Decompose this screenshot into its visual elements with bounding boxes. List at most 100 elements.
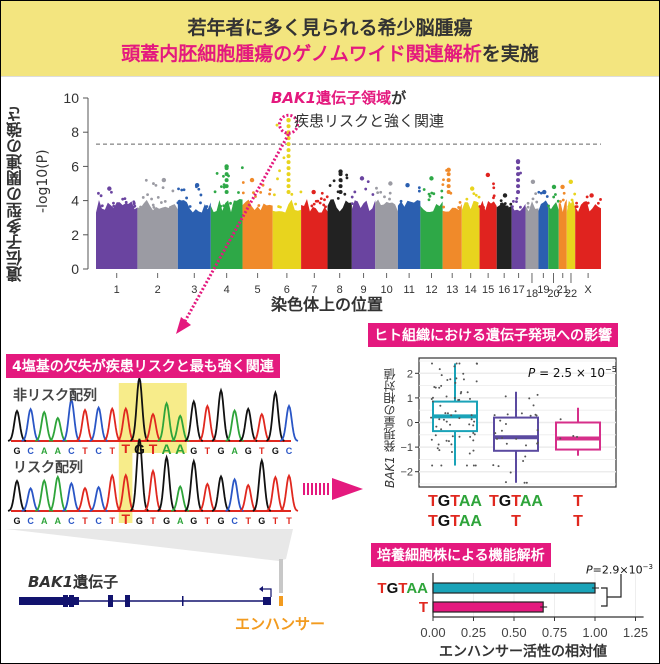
data-point <box>525 481 528 484</box>
data-point <box>434 434 437 437</box>
data-point <box>453 397 456 400</box>
data-point <box>454 410 457 413</box>
chromosome-band-9 <box>351 199 376 269</box>
chromatogram-peak-C <box>225 477 244 512</box>
chromatogram-peak-G <box>252 457 272 512</box>
x-tick-label: 0.75 <box>542 625 567 640</box>
snp-point <box>539 191 543 195</box>
chromatogram-peak-C <box>21 407 40 442</box>
genotype-label: T <box>573 513 583 530</box>
snp-point <box>286 160 291 165</box>
chromosome-label: 7 <box>311 284 317 296</box>
y-tick-label: 6 <box>71 158 79 174</box>
chromosome-band-14 <box>461 200 480 269</box>
snp-point <box>388 191 392 195</box>
data-point <box>450 450 453 453</box>
chromosome-label: 5 <box>255 284 261 296</box>
snp-point <box>177 187 180 191</box>
data-point <box>504 423 507 426</box>
chromosome-label: 19 <box>537 284 549 296</box>
snp-point <box>144 178 148 182</box>
snp-point <box>399 199 403 203</box>
snp-point <box>146 193 149 197</box>
snp-point <box>442 178 445 182</box>
chromatogram-peak-C <box>21 486 40 512</box>
data-point <box>453 365 456 368</box>
data-point <box>454 381 457 384</box>
snp-point <box>272 193 276 197</box>
snp-point <box>264 205 268 209</box>
chromosome-band-13 <box>442 203 462 269</box>
snp-point <box>276 177 279 181</box>
snp-peak-point <box>542 189 547 195</box>
data-point <box>446 379 449 382</box>
snp-point <box>241 191 245 195</box>
data-point <box>440 384 443 387</box>
data-point <box>468 423 471 426</box>
chromosome-label: 10 <box>380 284 392 296</box>
title-line2: 頭蓋内胚細胞腫瘍のゲノムワイド関連解析を実施 <box>1 39 659 66</box>
chromosome-label: 20 <box>547 288 559 300</box>
data-point <box>458 398 461 401</box>
snp-point <box>338 178 343 183</box>
data-point <box>559 418 562 421</box>
data-point <box>522 460 525 463</box>
data-point <box>475 362 478 365</box>
base-letter: G <box>258 516 265 526</box>
snp-point <box>286 178 291 183</box>
snp-point <box>417 186 421 190</box>
snp-point <box>446 184 451 189</box>
snp-point <box>515 200 518 204</box>
chromatogram-peak-G <box>238 406 258 442</box>
base-letter: C <box>95 516 102 526</box>
snp-peak-point <box>359 176 365 181</box>
data-point <box>430 398 433 401</box>
y-tick-label: 2 <box>71 227 79 243</box>
data-point <box>438 449 441 452</box>
chromosome-label: 2 <box>155 284 161 296</box>
snp-point <box>515 197 519 200</box>
snp-point <box>545 195 549 198</box>
snp-point <box>199 193 203 197</box>
data-point <box>458 362 461 365</box>
chromatogram-peak-C <box>62 481 81 512</box>
snp-point <box>556 199 560 203</box>
genotype-base: T <box>398 580 407 597</box>
data-point <box>523 481 526 484</box>
snp-point <box>205 205 209 208</box>
snp-point <box>345 176 349 180</box>
snp-point <box>366 180 370 184</box>
title-rest: を実施 <box>481 43 539 65</box>
genotype-base: A <box>520 493 532 510</box>
snp-point <box>570 198 574 202</box>
genotype-base: T <box>573 513 583 530</box>
data-point <box>433 386 436 389</box>
data-point <box>501 436 504 439</box>
x-tick-label: 0.00 <box>420 625 445 640</box>
chromosome-band-16 <box>496 202 512 269</box>
genotype-base: A <box>406 580 417 597</box>
snp-point <box>561 198 565 202</box>
expression-panel-label: ヒト組織における遺伝子発現への影響 <box>368 323 618 347</box>
snp-point <box>516 178 521 183</box>
chromosome-band-20 <box>548 201 559 269</box>
data-point <box>506 413 509 416</box>
chromatogram-peak-C <box>89 485 108 512</box>
snp-point <box>254 195 257 198</box>
chromatogram-peak-G <box>129 374 149 442</box>
snp-point <box>275 123 279 127</box>
genotype-base: G <box>438 513 450 530</box>
snp-point <box>475 201 479 205</box>
snp-point <box>286 172 291 177</box>
deletion-panel-label: 4塩基の欠失が疾患リスクと最も強く関連 <box>6 354 280 378</box>
snp-peak-point <box>515 159 521 164</box>
chromatogram-peak-A <box>34 478 54 512</box>
y-tick-label: 1 <box>407 393 413 405</box>
snp-point <box>180 188 184 192</box>
data-point <box>449 378 452 381</box>
snp-point <box>440 196 444 199</box>
pointer-arrowhead <box>176 317 191 334</box>
arrow-dash <box>315 483 317 495</box>
data-point <box>437 443 440 446</box>
base-letter: G <box>190 446 197 456</box>
